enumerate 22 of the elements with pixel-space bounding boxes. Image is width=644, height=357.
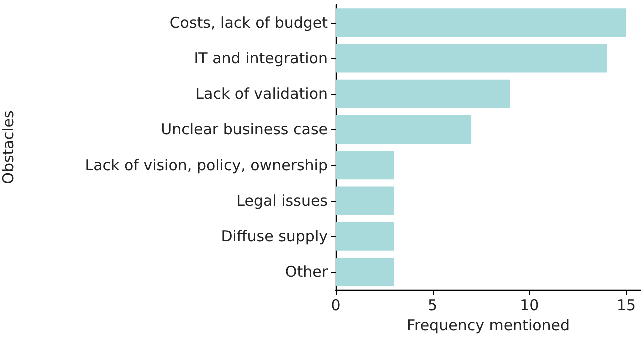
y-tick-label: Unclear business case (161, 120, 328, 139)
x-axis-title: Frequency mentioned (406, 316, 570, 334)
y-tick-label: IT and integration (194, 49, 328, 68)
bar (336, 115, 472, 144)
x-tick-label: 5 (428, 296, 438, 314)
bar (336, 151, 394, 180)
bar (336, 258, 394, 286)
bar (336, 8, 626, 38)
y-tick-label: Diffuse supply (221, 228, 328, 246)
bar (336, 222, 394, 251)
x-tick-label: 15 (616, 296, 636, 314)
y-tick-label: Legal issues (236, 192, 328, 210)
y-tick-label: Lack of vision, policy, ownership (85, 156, 328, 174)
x-tick-label: 10 (520, 296, 540, 314)
x-tick-label: 0 (331, 296, 341, 314)
y-axis-title: Obstacles (0, 110, 18, 184)
bar (336, 186, 394, 216)
y-tick-label: Other (285, 263, 329, 282)
y-tick-label: Lack of validation (196, 85, 328, 104)
bar (336, 80, 510, 108)
bar (336, 44, 608, 73)
y-tick-label: Costs, lack of budget (170, 14, 328, 32)
